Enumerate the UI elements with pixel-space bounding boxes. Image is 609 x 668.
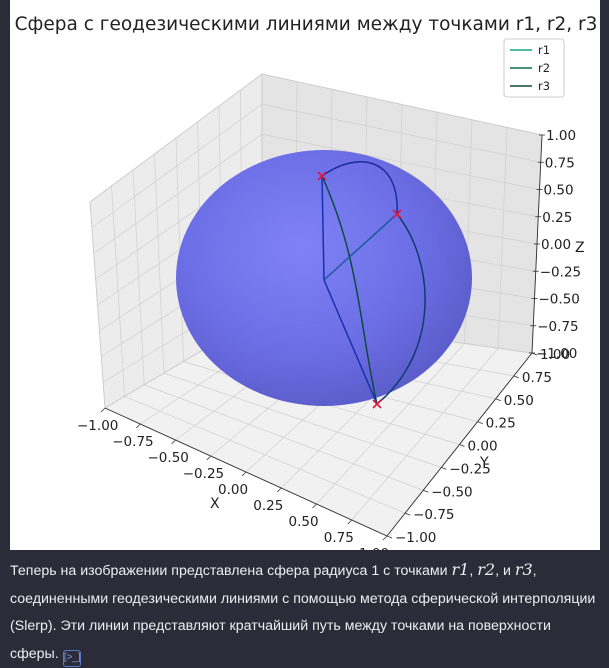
- grid-line: [316, 343, 465, 505]
- x-tick-mark: [241, 471, 247, 477]
- y-tick-mark: [495, 398, 501, 402]
- x-tick-mark: [276, 487, 282, 493]
- z-tick-labels: −1.00 −0.75 −0.50 −0.25 0.00 0.25 0.50 0.75 1.00: [536, 128, 581, 362]
- z-tick-label: 0.75: [545, 155, 575, 171]
- x-tick-mark: [171, 439, 176, 445]
- y-tick-label: −0.75: [413, 507, 454, 523]
- math-r1: r1: [451, 560, 470, 579]
- y-tick-mark: [459, 444, 465, 447]
- y-tick-mark: [531, 352, 538, 356]
- math-r3: r3: [514, 560, 533, 579]
- grid-line: [351, 348, 499, 521]
- marker-r2: [392, 209, 402, 219]
- tick-marks: [100, 134, 545, 541]
- z-tick-label: 0.00: [541, 237, 571, 253]
- y-tick-mark: [386, 535, 393, 539]
- grid-line: [497, 127, 508, 349]
- z-tick-label: 0.50: [544, 183, 574, 199]
- marker-r3: [372, 399, 382, 409]
- z-tick-label: −0.25: [540, 264, 581, 280]
- y-tick-mark: [404, 512, 411, 516]
- x-tick-labels: −1.00−0.75−0.50−0.250.00 0.25 0.50 0.75 1.00: [77, 418, 389, 550]
- x-tick-mark: [347, 519, 353, 525]
- legend-label-r3: r3: [538, 79, 550, 93]
- grid-line: [261, 133, 540, 190]
- sphere-chart: −1.00−0.75−0.50−0.250.000.250.500.751.00…: [15, 14, 598, 550]
- y-tick-label: 0.50: [504, 393, 534, 409]
- chart-title: Сфера с геодезическими линиями между точ…: [15, 14, 598, 35]
- assistant-message: Теперь на изображении представлена сфера…: [10, 556, 602, 668]
- grid-line: [93, 133, 263, 254]
- caption-sep-1: ,: [469, 563, 478, 579]
- grid-line: [261, 103, 541, 163]
- grid-line: [261, 73, 543, 136]
- grid-line: [91, 103, 263, 229]
- legend-box: [503, 38, 565, 98]
- point-markers: [317, 171, 402, 409]
- code-source-icon[interactable]: [>_]: [62, 649, 81, 667]
- grid-line: [89, 73, 263, 203]
- legend-label-r1: r1: [538, 43, 550, 57]
- x-tick-mark: [100, 407, 106, 413]
- y-tick-labels: −1.00 −0.75 −0.50 −0.25 0.00 0.25 0.50 0.75 1.00: [395, 347, 570, 546]
- y-tick-label: −1.00: [395, 530, 436, 546]
- geodesic-r2: [376, 213, 426, 405]
- x-tick-label: 0.00: [218, 482, 248, 498]
- x-tick-mark: [135, 423, 141, 429]
- radius-line-r1: [321, 175, 325, 281]
- caption-sep-2: , и: [495, 563, 515, 579]
- x-tick-label: 0.25: [253, 498, 283, 514]
- caption-text-1: Теперь на изображении представлена сфера…: [10, 563, 452, 579]
- legend: r1 r2 r3: [503, 38, 565, 98]
- geodesic-r1: [321, 161, 398, 215]
- x-tick-label: 0.75: [324, 530, 354, 546]
- legend-label-r2: r2: [538, 61, 550, 75]
- x-tick-label: −1.00: [77, 418, 118, 434]
- y-tick-label: 1.00: [540, 347, 570, 363]
- x-tick-label: 0.50: [289, 514, 319, 530]
- x-tick-label: −0.75: [112, 434, 153, 450]
- z-tick-label: 0.25: [542, 210, 572, 226]
- radius-line-r3: [323, 279, 378, 405]
- y-tick-mark: [423, 489, 429, 493]
- z-tick-label: −1.00: [536, 346, 577, 362]
- y-tick-label: 0.75: [522, 370, 552, 386]
- z-tick-label: 1.00: [546, 128, 576, 144]
- y-tick-mark: [477, 421, 483, 424]
- x-tick-label: 1.00: [359, 546, 389, 550]
- y-tick-mark: [441, 467, 447, 470]
- geodesic-lines: [321, 161, 426, 405]
- chart-figure: −1.00−0.75−0.50−0.250.000.250.500.751.00…: [10, 0, 600, 550]
- math-r2: r2: [477, 560, 496, 579]
- x-axis-label: X: [210, 496, 220, 512]
- caption-text-2: , соединенными геодезическими линиями с …: [10, 563, 596, 662]
- y-tick-label: −0.25: [449, 461, 490, 477]
- x-tick-mark: [382, 535, 388, 541]
- z-tick-label: −0.50: [539, 292, 580, 308]
- radius-line-r2: [323, 213, 398, 281]
- y-tick-label: −0.50: [431, 484, 472, 500]
- z-axis-label: Z: [575, 240, 585, 256]
- x-tick-label: −0.50: [148, 450, 189, 466]
- y-tick-label: 0.25: [486, 416, 516, 432]
- marker-r1: [317, 171, 327, 181]
- x-tick-label: −0.25: [183, 466, 224, 482]
- y-tick-label: 0.00: [468, 439, 498, 455]
- x-tick-mark: [206, 455, 212, 461]
- y-tick-mark: [513, 375, 520, 379]
- y-axis-label: Y: [479, 455, 489, 471]
- geodesic-r3: [321, 175, 378, 405]
- z-tick-label: −0.75: [537, 319, 578, 335]
- x-tick-mark: [312, 503, 317, 509]
